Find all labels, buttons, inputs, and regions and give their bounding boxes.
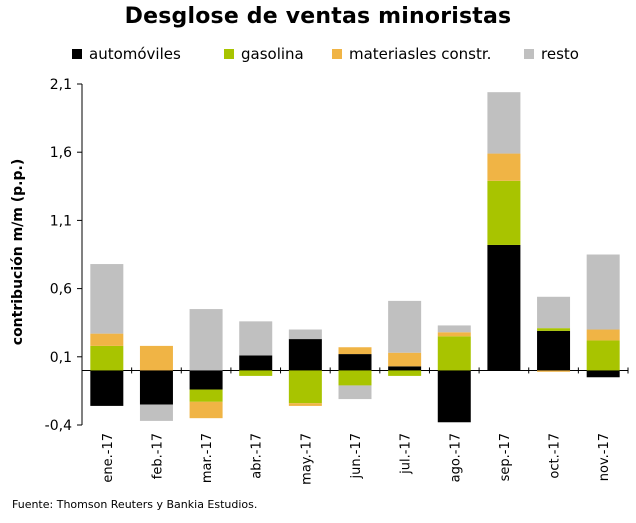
- x-tick-label: mar.-17: [200, 433, 215, 483]
- source-note: Fuente: Thomson Reuters y Bankia Estudio…: [12, 498, 258, 511]
- y-tick-label: 1,1: [50, 213, 72, 229]
- legend-swatch-materiales: [332, 49, 342, 59]
- bar-resto: [288, 329, 322, 340]
- bar-automoviles: [487, 244, 521, 371]
- bar-automoviles: [338, 354, 372, 371]
- bar-materiasles: [90, 333, 124, 346]
- y-tick-label: 0,6: [50, 282, 72, 298]
- bar-resto: [437, 325, 471, 333]
- legend-item-gasolina: gasolina: [224, 45, 304, 63]
- bar-gasolina: [388, 370, 422, 376]
- x-tick-label: oct.-17: [548, 433, 563, 479]
- bar-automoviles: [537, 330, 571, 371]
- bar-gasolina: [90, 345, 124, 371]
- bar-materiasles: [338, 347, 372, 355]
- y-tick-label: -0,4: [45, 418, 72, 434]
- bar-automoviles: [189, 370, 223, 390]
- legend-swatch-resto: [524, 49, 534, 59]
- bar-gasolina: [239, 370, 273, 376]
- bar-automoviles: [90, 370, 124, 406]
- legend-item-materiales: materiasles constr.: [332, 45, 491, 63]
- bar-gasolina: [487, 180, 521, 245]
- bar-materiasles: [537, 370, 571, 372]
- bar-materiasles: [487, 153, 521, 181]
- x-tick-label: may.-17: [299, 433, 314, 485]
- x-tick-label: ago.-17: [448, 433, 463, 482]
- y-tick-label: 0,1: [50, 350, 72, 366]
- bar-materiasles: [139, 345, 173, 371]
- bar-resto: [388, 300, 422, 353]
- x-tick-label: ene.-17: [101, 433, 116, 483]
- bar-resto: [90, 264, 124, 334]
- x-tick-label: abr.-17: [250, 433, 265, 479]
- bar-materiasles: [437, 332, 471, 337]
- bar-automoviles: [586, 370, 620, 378]
- bar-automoviles: [437, 370, 471, 423]
- bar-automoviles: [239, 355, 273, 371]
- x-tick-label: feb.-17: [151, 433, 166, 479]
- bar-materiasles: [586, 329, 620, 341]
- y-tick-label: 1,6: [50, 145, 72, 161]
- bar-gasolina: [437, 336, 471, 371]
- x-tick-label: jul.-17: [399, 433, 414, 475]
- x-tick-label: nov.-17: [597, 433, 612, 481]
- legend-label-materiales: materiasles constr.: [349, 45, 492, 63]
- legend-swatch-automoviles: [72, 49, 82, 59]
- bar-resto: [189, 309, 223, 371]
- x-tick-label: jun.-17: [349, 433, 364, 479]
- bar-gasolina: [537, 328, 571, 331]
- bar-gasolina: [288, 370, 322, 404]
- bar-automoviles: [288, 339, 322, 371]
- bar-automoviles: [388, 366, 422, 371]
- bar-resto: [338, 385, 372, 400]
- bar-resto: [139, 404, 173, 421]
- legend-swatch-gasolina: [224, 49, 234, 59]
- bar-resto: [487, 92, 521, 154]
- y-tick-label: 2,1: [50, 77, 72, 93]
- bar-resto: [586, 254, 620, 330]
- bar-materiasles: [189, 401, 223, 419]
- bar-resto: [537, 296, 571, 329]
- legend-label-resto: resto: [541, 45, 579, 63]
- legend-item-automoviles: automóviles: [72, 45, 181, 63]
- legend-label-gasolina: gasolina: [241, 45, 304, 63]
- chart-title: Desglose de ventas minoristas: [124, 4, 512, 29]
- bar-materiasles: [388, 352, 422, 367]
- bar-gasolina: [586, 340, 620, 371]
- legend-item-resto: resto: [524, 45, 579, 63]
- legend-label-automoviles: automóviles: [89, 45, 181, 63]
- bar-resto: [239, 321, 273, 356]
- x-tick-label: sep.-17: [498, 433, 513, 481]
- bar-materiasles: [288, 403, 322, 406]
- bar-automoviles: [139, 370, 173, 405]
- bar-gasolina: [338, 370, 372, 386]
- bar-gasolina: [189, 389, 223, 402]
